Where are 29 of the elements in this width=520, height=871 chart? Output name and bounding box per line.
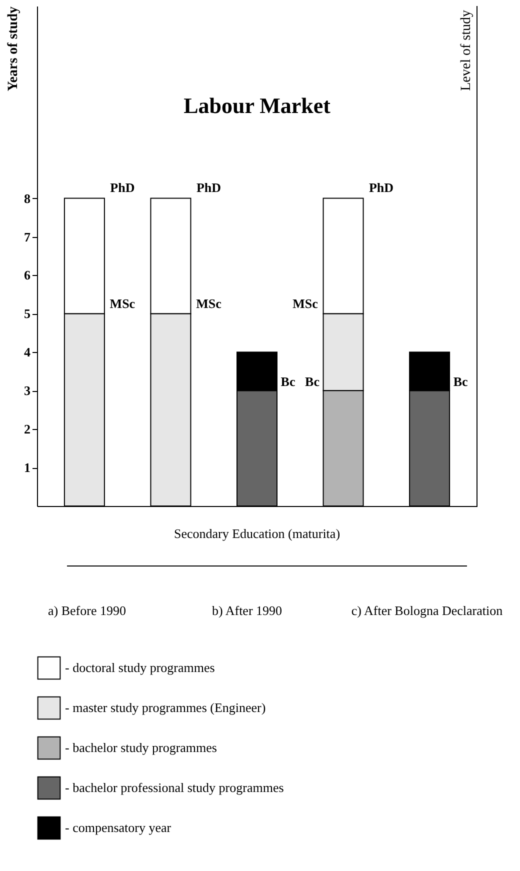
text: a) Before 1990 [48, 603, 126, 618]
annotation: Bc [305, 374, 320, 389]
y-tick-label: 7 [24, 229, 31, 244]
y2-axis-title: Level of study [459, 10, 474, 91]
y-tick-label: 3 [24, 383, 31, 398]
y-tick-label: 2 [24, 422, 30, 437]
annotation: MSc [196, 296, 222, 311]
annotation: Bc [453, 374, 468, 389]
y-tick-label: 6 [24, 268, 31, 283]
annotation: MSc [292, 296, 318, 311]
text: c) After Bologna Declaration [351, 603, 504, 618]
text: Labour Market [184, 93, 332, 118]
annotation: MSc [110, 296, 136, 311]
y-tick-label: 1 [24, 460, 30, 476]
legend-label: - bachelor professional study programmes [65, 780, 284, 795]
annotation: PhD [196, 180, 222, 195]
text: b) After 1990 [212, 603, 282, 618]
annotation: Bc [280, 374, 296, 389]
y-axis-title: Years of study [6, 6, 21, 92]
annotation: PhD [110, 180, 135, 195]
text: Secondary Education (maturita) [174, 526, 340, 541]
y-tick-label: 5 [24, 306, 31, 322]
y-tick-label: 8 [24, 190, 31, 206]
legend-label: - bachelor study programmes [65, 740, 217, 755]
y-tick-label: 4 [24, 344, 31, 360]
legend-label: - compensatory year [65, 820, 172, 835]
legend-label: - doctoral study programmes [65, 660, 215, 675]
annotation: PhD [368, 180, 394, 195]
legend-label: - master study programmes (Engineer) [65, 700, 266, 715]
